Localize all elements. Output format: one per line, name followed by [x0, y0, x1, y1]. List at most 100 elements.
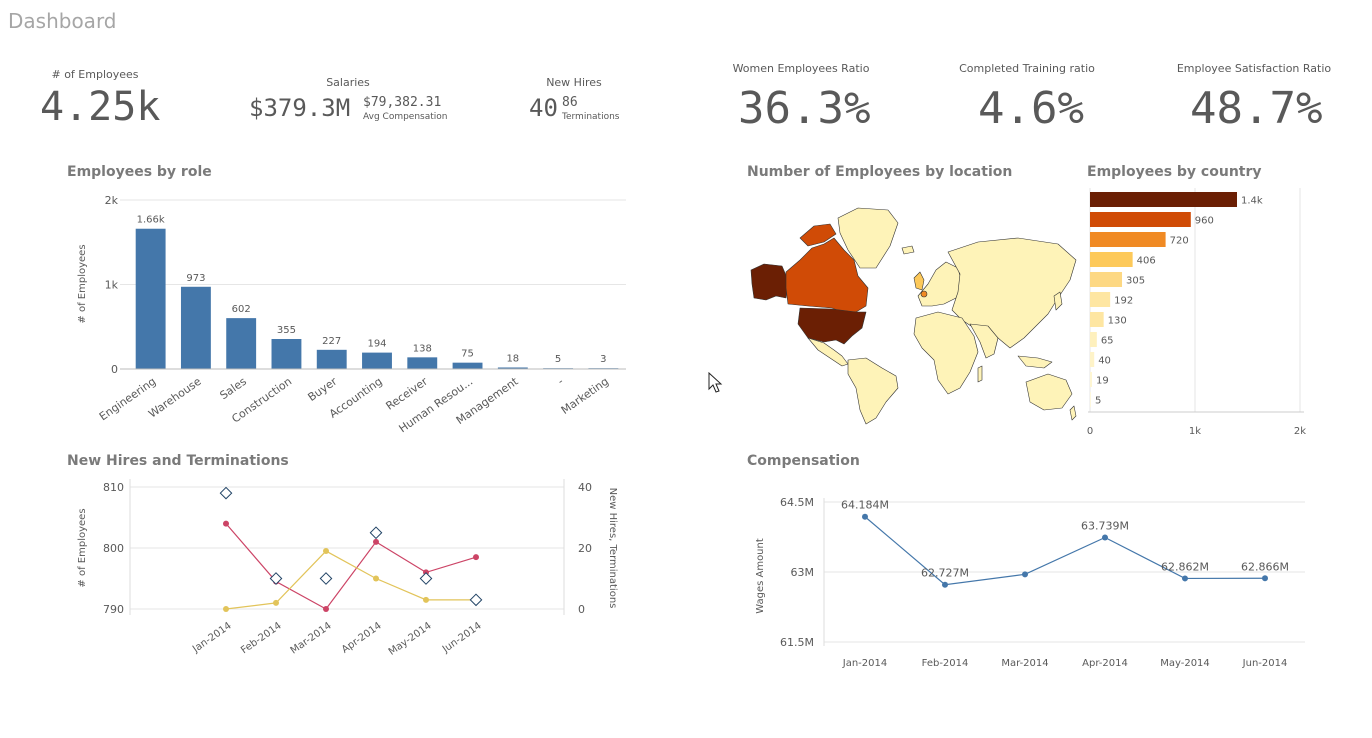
country-bar-value-label: 65: [1101, 336, 1114, 347]
new-hires-terminations-chart[interactable]: 790 800 810 0 20 40 # of Employees New Hires, T…: [60, 472, 640, 672]
country-bar-value-label: 5: [1095, 396, 1101, 407]
comp-x-tick-label: Apr-2014: [1082, 658, 1128, 669]
map-region-alaska: [750, 263, 789, 301]
comp-line: [864, 516, 1266, 586]
comp-point: [862, 513, 868, 520]
comp-point-label: 63.739M: [1081, 520, 1129, 533]
kpi-terminations-value: 86: [562, 95, 578, 110]
country-bar-value-label: 130: [1108, 316, 1127, 327]
hires-y-axis-label: # of Employees: [77, 508, 88, 587]
country-bar: [1090, 252, 1133, 267]
country-bar: [1090, 212, 1191, 227]
hires-series-line: [225, 550, 476, 610]
role-category-label: Engineering: [97, 375, 159, 424]
hires-series-line: [225, 523, 477, 610]
comp-point: [942, 581, 948, 588]
hires-left-tick-label: 810: [103, 481, 124, 494]
map-region-usa: [797, 307, 867, 345]
kpi-salaries-label: Salaries: [326, 76, 370, 89]
role-ytick-label: 0: [111, 363, 118, 376]
role-ytick-label: 2k: [105, 194, 119, 207]
map-region-india: [969, 323, 999, 359]
hires-series-point: [473, 554, 479, 561]
hires-right-tick-label: 20: [578, 542, 592, 555]
country-bar: [1090, 292, 1111, 307]
country-bar: [1090, 392, 1091, 407]
comp-point-label: 62.862M: [1161, 560, 1209, 573]
comp-ytick-label: 61.5M: [780, 636, 814, 649]
hires-diamond-marker: [219, 486, 233, 500]
mouse-cursor-icon: [708, 372, 723, 393]
hires-diamond-marker: [419, 572, 433, 585]
map-region-madagascar: [977, 365, 983, 383]
role-bar-value-label: 75: [461, 349, 474, 360]
comp-point: [1262, 575, 1268, 582]
map-region-australia: [1025, 373, 1073, 411]
country-xtick-label: 0: [1087, 426, 1093, 437]
hires-diamond-marker: [469, 593, 483, 607]
panel-title-by-role: Employees by role: [67, 164, 212, 180]
comp-x-tick-label: Jun-2014: [1242, 658, 1288, 669]
country-bar-value-label: 720: [1170, 236, 1189, 247]
country-xtick-label: 1k: [1189, 426, 1201, 437]
map-region-se-asia: [1017, 355, 1053, 369]
country-bar: [1090, 312, 1104, 327]
comp-point-label: 62.866M: [1241, 560, 1289, 573]
hires-diamond-marker: [369, 526, 383, 540]
role-ytick-label: 1k: [105, 279, 119, 292]
kpi-women-ratio-label: Women Employees Ratio: [732, 62, 870, 75]
comp-ytick-label: 64.5M: [780, 496, 814, 509]
hires-series-point: [223, 606, 229, 612]
panel-title-compensation: Compensation: [747, 453, 860, 469]
hires-diamond-marker: [269, 572, 283, 585]
role-y-axis-label: # of Employees: [77, 244, 88, 323]
map-region-greenland: [837, 207, 899, 269]
kpi-training-ratio-value: 4.6%: [978, 83, 1084, 134]
hires-diamond-marker: [319, 572, 333, 585]
map-region-asia: [947, 237, 1077, 349]
map-region-new-zealand: [1069, 405, 1077, 421]
comp-x-tick-label: Feb-2014: [922, 658, 969, 669]
kpi-avg-compensation-value: $79,382.31: [363, 95, 442, 110]
hires-x-tick-label: Jan-2014: [190, 620, 234, 655]
map-region-south-america: [847, 357, 899, 425]
hires-series-point: [373, 538, 379, 545]
role-bar: [452, 362, 483, 369]
comp-x-tick-label: Jan-2014: [842, 658, 887, 669]
kpi-terminations-label: Terminations: [562, 112, 620, 122]
role-bar: [407, 357, 438, 369]
role-bar-value-label: 973: [186, 273, 205, 284]
compensation-chart[interactable]: 61.5M 63M 64.5M Wages Amount Jan-2014 Feb-201…: [744, 486, 1324, 676]
map-region-canada: [785, 237, 869, 313]
hires-x-tick-label: Jun-2014: [440, 620, 484, 655]
country-bar: [1090, 332, 1097, 347]
hires-series-point: [223, 520, 229, 527]
role-bar-value-label: 18: [506, 353, 519, 364]
country-bar: [1090, 372, 1092, 387]
role-bar-value-label: 138: [413, 343, 432, 354]
country-bar-value-label: 960: [1195, 216, 1214, 227]
role-bar: [226, 318, 257, 369]
comp-ytick-label: 63M: [791, 566, 815, 579]
page-title: Dashboard: [8, 9, 117, 33]
role-category-label: -: [555, 375, 566, 388]
employees-by-country-chart[interactable]: 0 1k 2k 1.4k 960 720 406 305 192 130 65 40 19 5: [1080, 186, 1320, 442]
hires-series-point: [273, 599, 279, 606]
kpi-training-ratio-label: Completed Training ratio: [959, 62, 1095, 75]
kpi-new-hires-value: 40: [529, 94, 558, 122]
hires-series-point: [423, 596, 429, 603]
comp-x-tick-label: Mar-2014: [1001, 658, 1048, 669]
role-category-label: Buyer: [306, 375, 340, 404]
role-bar: [180, 286, 211, 369]
comp-x-tick-label: May-2014: [1160, 658, 1210, 669]
employees-by-location-map[interactable]: [748, 188, 1078, 428]
country-bar-value-label: 40: [1098, 356, 1111, 367]
map-region-japan: [1053, 291, 1063, 311]
role-bar: [135, 228, 166, 369]
role-bar-value-label: 5: [555, 354, 561, 365]
hires-x-tick-label: Apr-2014: [340, 620, 384, 655]
hires-series-point: [323, 548, 329, 555]
panel-title-by-location: Number of Employees by location: [747, 164, 1013, 180]
hires-right-tick-label: 40: [578, 481, 592, 494]
